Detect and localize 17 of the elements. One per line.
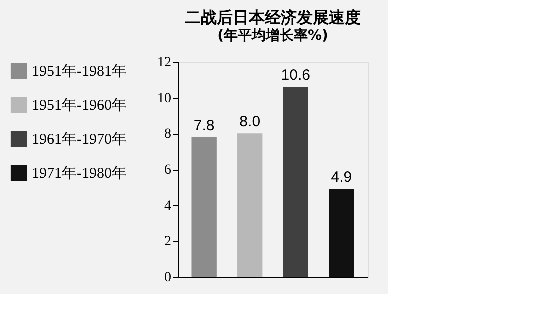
data-label: 10.6 — [281, 67, 310, 84]
data-label: 8.0 — [240, 114, 261, 131]
y-tick-label: 12 — [158, 56, 172, 70]
data-label: 4.9 — [331, 169, 352, 186]
legend-label: 1951年-1960年 — [32, 97, 127, 114]
chart-title: 二战后日本经济发展速度 — [185, 8, 361, 27]
legend-label: 1971年-1980年 — [32, 165, 127, 182]
y-tick-label: 8 — [164, 127, 172, 142]
y-tick-label: 4 — [164, 198, 172, 214]
y-tick-label: 2 — [164, 234, 172, 250]
y-tick-label: 6 — [164, 163, 172, 178]
legend-label: 1951年-1981年 — [32, 63, 127, 80]
data-label: 7.8 — [194, 117, 215, 134]
legend-label: 1961年-1970年 — [32, 131, 127, 148]
y-tick-label: 0 — [164, 270, 172, 286]
y-tick-label: 10 — [158, 91, 172, 106]
chart-subtitle: (年平均增长率%) — [218, 27, 328, 44]
